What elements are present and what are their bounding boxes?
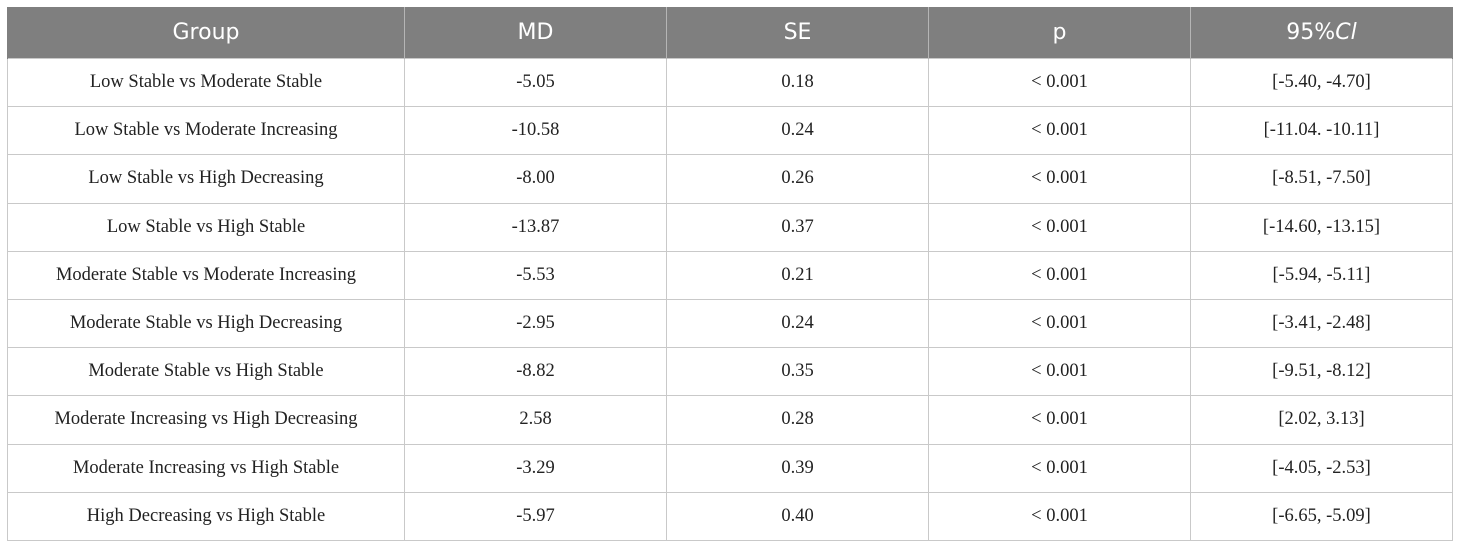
table-row: Moderate Stable vs Moderate Increasing -… <box>7 250 1453 300</box>
cell-group: High Decreasing vs High Stable <box>7 491 405 541</box>
header-ci-prefix: 95% <box>1286 20 1336 45</box>
header-row: Group MD SE p 95%Cl <box>7 7 1453 59</box>
table-row: Moderate Stable vs High Stable -8.82 0.3… <box>7 347 1453 397</box>
cell-p: < 0.001 <box>928 106 1191 156</box>
cell-se: 0.24 <box>666 298 929 349</box>
cell-md: -3.29 <box>404 443 667 493</box>
cell-ci: [-11.04. -10.11] <box>1190 106 1453 156</box>
cell-p: < 0.001 <box>928 491 1191 541</box>
header-se: SE <box>666 7 929 59</box>
cell-p: < 0.001 <box>928 154 1191 204</box>
cell-se: 0.21 <box>666 250 929 300</box>
cell-ci: [-5.40, -4.70] <box>1190 57 1453 108</box>
cell-group: Moderate Stable vs Moderate Increasing <box>7 250 405 300</box>
cell-md: -10.58 <box>404 106 667 156</box>
cell-p: < 0.001 <box>928 250 1191 300</box>
cell-md: -5.53 <box>404 250 667 300</box>
cell-se: 0.28 <box>666 395 929 445</box>
table-row: Low Stable vs Moderate Increasing -10.58… <box>7 106 1453 156</box>
cell-ci: [2.02, 3.13] <box>1190 395 1453 445</box>
table-body: Low Stable vs Moderate Stable -5.05 0.18… <box>7 57 1453 541</box>
cell-p: < 0.001 <box>928 298 1191 349</box>
cell-se: 0.40 <box>666 491 929 541</box>
cell-ci: [-4.05, -2.53] <box>1190 443 1453 493</box>
cell-md: -8.00 <box>404 154 667 204</box>
cell-ci: [-9.51, -8.12] <box>1190 347 1453 397</box>
comparison-table: Group MD SE p 95%Cl Low Stable vs Modera… <box>7 7 1453 541</box>
header-ci-suffix: Cl <box>1335 20 1357 45</box>
header-ci: 95%Cl <box>1190 7 1453 59</box>
table-row: Low Stable vs High Stable -13.87 0.37 < … <box>7 202 1453 252</box>
header-md: MD <box>404 7 667 59</box>
cell-se: 0.39 <box>666 443 929 493</box>
header-p: p <box>928 7 1191 59</box>
cell-se: 0.18 <box>666 57 929 108</box>
cell-p: < 0.001 <box>928 57 1191 108</box>
comparison-table-container: Group MD SE p 95%Cl Low Stable vs Modera… <box>7 7 1453 541</box>
header-group: Group <box>7 7 405 59</box>
cell-group: Low Stable vs Moderate Stable <box>7 57 405 108</box>
cell-ci: [-8.51, -7.50] <box>1190 154 1453 204</box>
cell-p: < 0.001 <box>928 443 1191 493</box>
cell-ci: [-14.60, -13.15] <box>1190 202 1453 252</box>
cell-group: Moderate Stable vs High Decreasing <box>7 298 405 349</box>
cell-se: 0.37 <box>666 202 929 252</box>
cell-md: -13.87 <box>404 202 667 252</box>
cell-md: -2.95 <box>404 298 667 349</box>
cell-md: 2.58 <box>404 395 667 445</box>
table-row: Moderate Stable vs High Decreasing -2.95… <box>7 298 1453 349</box>
cell-p: < 0.001 <box>928 202 1191 252</box>
cell-group: Moderate Stable vs High Stable <box>7 347 405 397</box>
cell-group: Low Stable vs High Decreasing <box>7 154 405 204</box>
table-row: Moderate Increasing vs High Decreasing 2… <box>7 395 1453 445</box>
table-row: High Decreasing vs High Stable -5.97 0.4… <box>7 491 1453 541</box>
cell-p: < 0.001 <box>928 395 1191 445</box>
table-row: Low Stable vs Moderate Stable -5.05 0.18… <box>7 57 1453 108</box>
table-header: Group MD SE p 95%Cl <box>7 7 1453 59</box>
cell-group: Low Stable vs Moderate Increasing <box>7 106 405 156</box>
cell-group: Low Stable vs High Stable <box>7 202 405 252</box>
table-row: Low Stable vs High Decreasing -8.00 0.26… <box>7 154 1453 204</box>
cell-group: Moderate Increasing vs High Stable <box>7 443 405 493</box>
table-row: Moderate Increasing vs High Stable -3.29… <box>7 443 1453 493</box>
cell-md: -8.82 <box>404 347 667 397</box>
cell-ci: [-6.65, -5.09] <box>1190 491 1453 541</box>
cell-se: 0.24 <box>666 106 929 156</box>
cell-ci: [-3.41, -2.48] <box>1190 298 1453 349</box>
cell-group: Moderate Increasing vs High Decreasing <box>7 395 405 445</box>
cell-md: -5.05 <box>404 57 667 108</box>
cell-ci: [-5.94, -5.11] <box>1190 250 1453 300</box>
cell-md: -5.97 <box>404 491 667 541</box>
cell-se: 0.26 <box>666 154 929 204</box>
cell-p: < 0.001 <box>928 347 1191 397</box>
cell-se: 0.35 <box>666 347 929 397</box>
